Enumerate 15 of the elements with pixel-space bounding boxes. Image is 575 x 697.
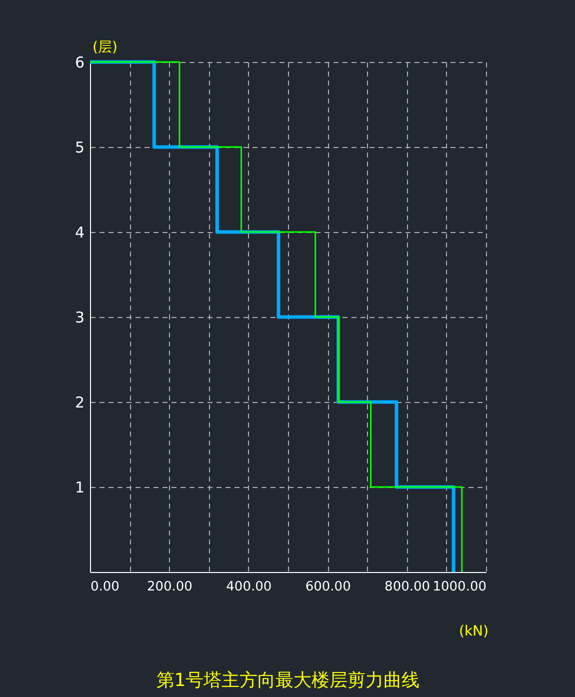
- x-tick-label: 800.00: [384, 580, 430, 594]
- x-axis-title: (kN): [458, 624, 488, 640]
- y-tick-label: 4: [74, 224, 84, 242]
- y-tick-label: 2: [74, 394, 84, 412]
- y-tick-label: 5: [74, 138, 84, 156]
- y-axis-title: (层): [92, 40, 118, 56]
- text: 第1号塔主方向最大楼层剪力曲线: [156, 670, 420, 691]
- y-tick-label: 3: [74, 308, 84, 326]
- x-tick-label: 0.00: [90, 580, 120, 594]
- x-tick-label: 400.00: [226, 580, 272, 594]
- y-tick-label: 1: [74, 478, 84, 496]
- y-tick-label: 6: [74, 54, 84, 72]
- x-tick-label: 1000.00: [432, 580, 486, 594]
- x-tick-label: 600.00: [305, 580, 351, 594]
- x-tick-label: 200.00: [146, 580, 192, 594]
